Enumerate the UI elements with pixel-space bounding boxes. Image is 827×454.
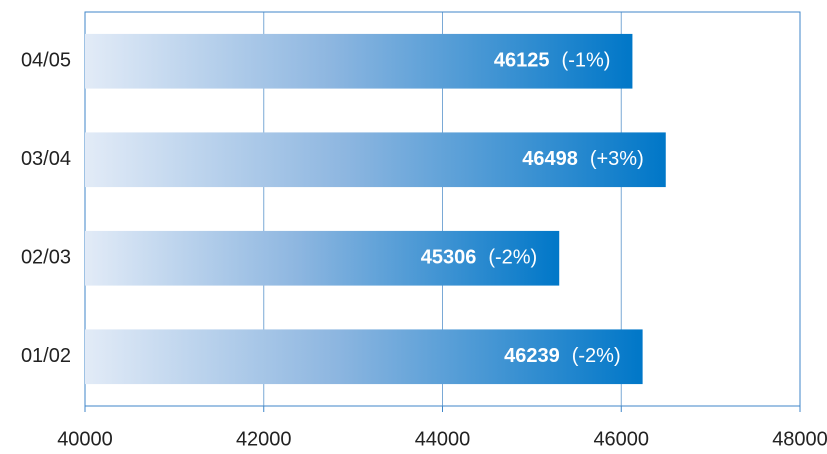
- x-tick-label: 44000: [415, 428, 471, 450]
- bar: [85, 230, 560, 286]
- value-label: 46498 (+3%): [522, 148, 644, 170]
- value-label: 45306 (-2%): [421, 247, 538, 269]
- value-number: 46125: [494, 50, 550, 72]
- value-label: 46239 (-2%): [504, 345, 621, 367]
- bar: [85, 33, 633, 89]
- value-number: 45306: [421, 247, 477, 269]
- value-number: 46239: [504, 345, 560, 367]
- value-number: 46498: [522, 148, 578, 170]
- x-tick-label: 48000: [772, 428, 827, 450]
- value-label: 46125 (-1%): [494, 50, 611, 72]
- plot-border: [84, 11, 801, 407]
- change-label: (-2%): [572, 345, 621, 367]
- change-label: (-1%): [562, 50, 611, 72]
- y-tick-label: 04/05: [21, 50, 71, 72]
- y-tick-label: 01/02: [21, 345, 71, 367]
- x-tick-label: 40000: [57, 428, 113, 450]
- y-tick-label: 02/03: [21, 247, 71, 269]
- change-label: (-2%): [488, 247, 537, 269]
- bar: [85, 132, 666, 188]
- bar: [85, 329, 643, 385]
- y-tick-label: 03/04: [21, 148, 71, 170]
- x-tick-label: 42000: [236, 428, 292, 450]
- x-tick-label: 46000: [593, 428, 649, 450]
- change-label: (+3%): [590, 148, 644, 170]
